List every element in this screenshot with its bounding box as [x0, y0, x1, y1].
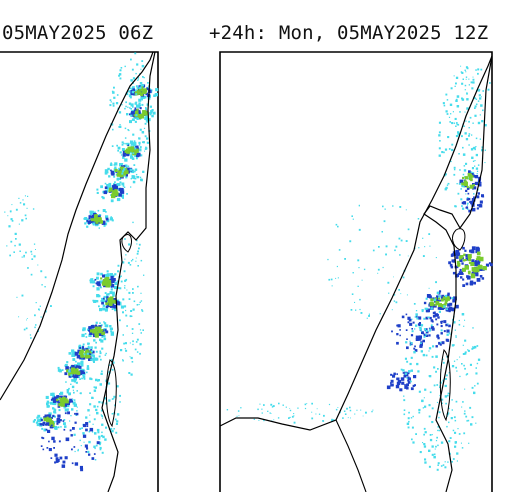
right-coastline	[219, 55, 493, 431]
right-border	[423, 55, 493, 492]
panel-title-left: 05MAY2025 06Z	[2, 22, 154, 44]
left-precip-layer	[4, 52, 159, 472]
right-sinai-border	[335, 419, 367, 492]
right-map-panel	[219, 51, 493, 492]
left-map-panel	[0, 51, 159, 492]
left-dead-sea	[105, 359, 117, 428]
right-precip-layer	[226, 65, 493, 471]
left-coastline	[0, 51, 154, 401]
right-dead-sea	[439, 349, 451, 422]
panel-title-right: +24h: Mon, 05MAY2025 12Z	[209, 22, 489, 44]
right-panel-frame	[219, 51, 493, 492]
left-border	[101, 51, 156, 492]
left-panel-frame	[0, 51, 159, 492]
left-lake	[121, 234, 132, 253]
right-lake	[452, 228, 466, 251]
